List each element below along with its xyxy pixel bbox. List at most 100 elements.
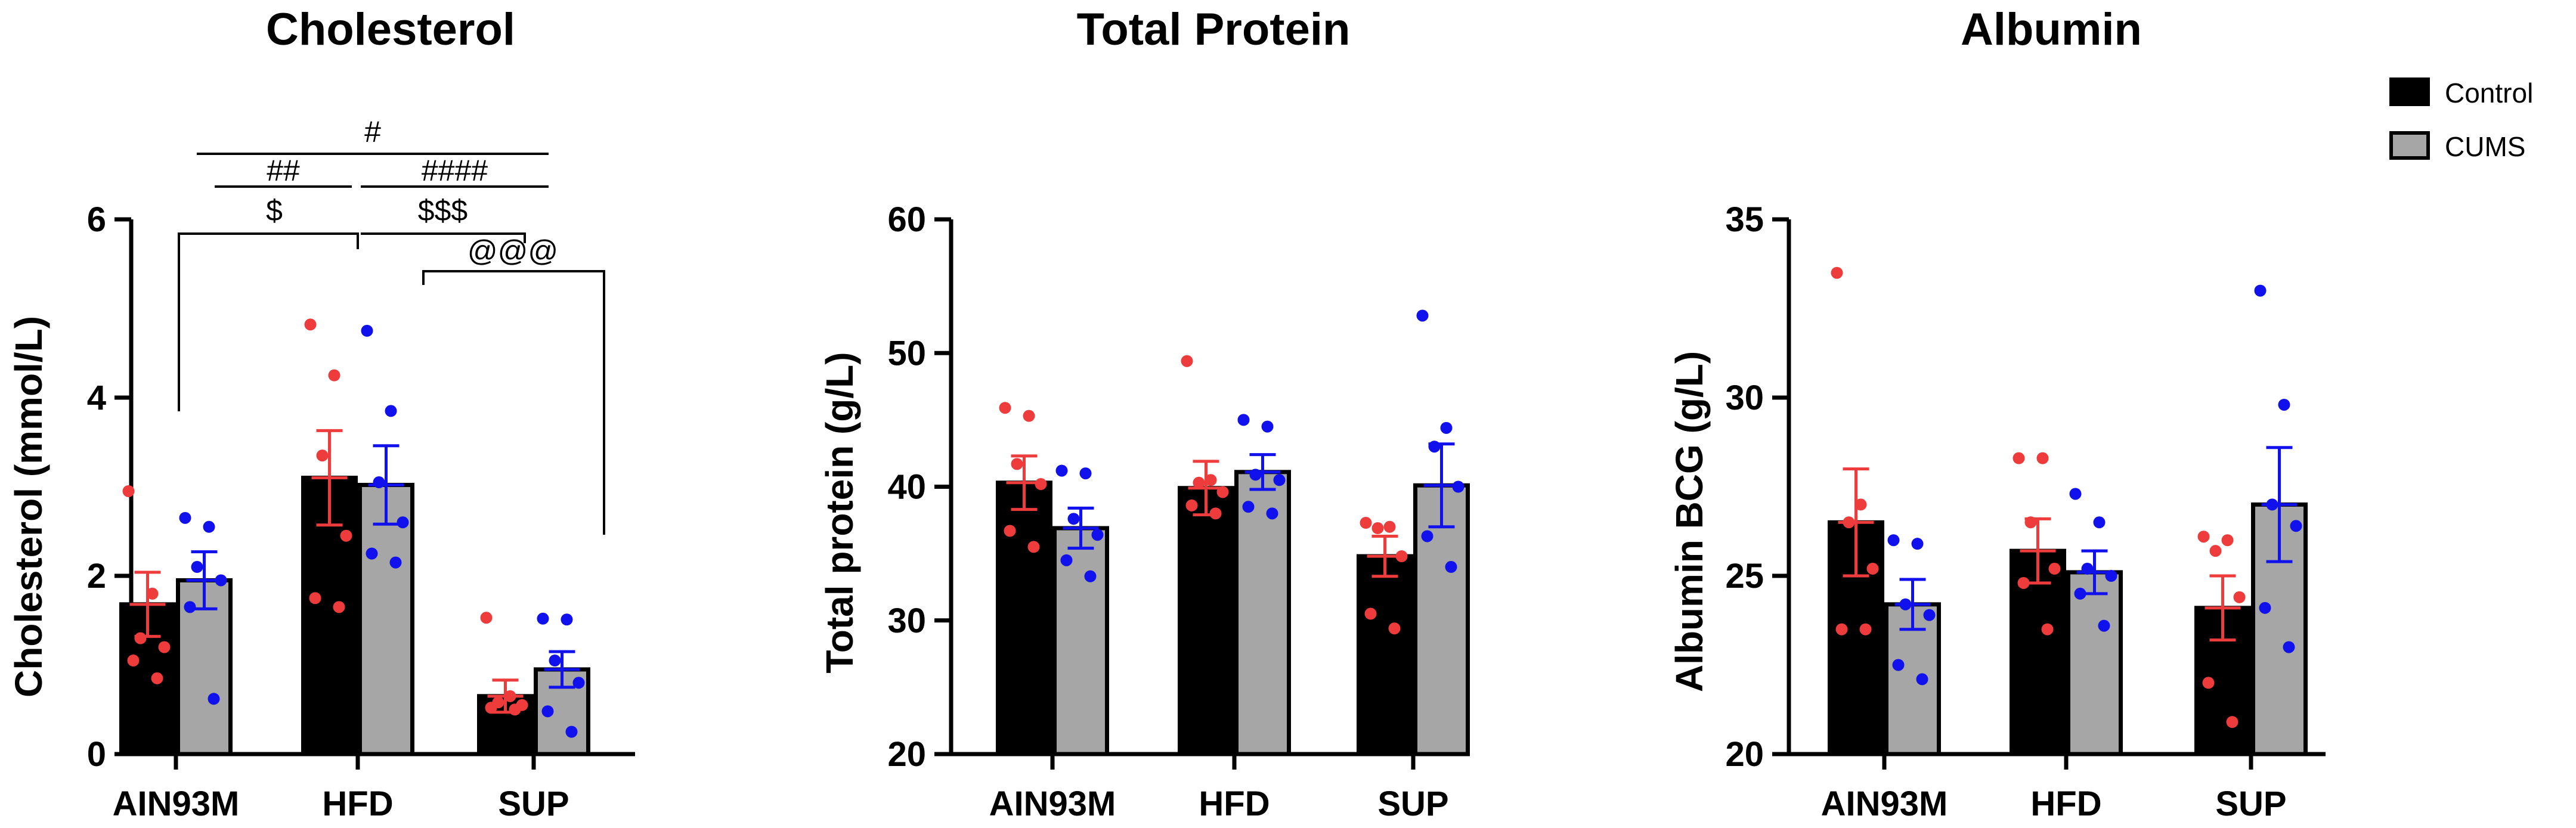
data-point-cums — [1261, 420, 1274, 433]
x-tick-label: AIN93M — [1821, 784, 1948, 823]
data-point-control — [1859, 623, 1872, 635]
data-point-control — [2202, 677, 2215, 689]
bars — [119, 318, 590, 756]
data-point-cums — [2278, 398, 2290, 411]
data-point-cums — [1452, 480, 1465, 493]
bar-cums — [1234, 470, 1291, 756]
data-point-cums — [1916, 673, 1928, 686]
data-point-cums — [561, 613, 573, 626]
data-point-cums — [1079, 467, 1092, 480]
data-point-control — [1205, 474, 1217, 486]
legend-label-cums: CUMS — [2445, 131, 2525, 162]
legend-swatch-control — [2389, 77, 2430, 106]
bar-control — [1357, 554, 1413, 756]
y-tick-label: 6 — [87, 200, 106, 239]
y-tick-label: 35 — [1725, 200, 1764, 239]
data-point-control — [509, 703, 521, 716]
y-tick-label: 0 — [87, 735, 106, 774]
data-point-control — [1011, 458, 1023, 470]
bar-cums — [2066, 570, 2123, 756]
data-point-control — [1364, 607, 1377, 620]
x-tick-label: SUP — [1377, 784, 1448, 823]
y-axis-label: Albumin BCG (g/L) — [1668, 351, 1711, 692]
data-point-control — [2012, 452, 2025, 464]
legend: Control CUMS — [2389, 77, 2533, 162]
data-point-cums — [1060, 554, 1073, 566]
data-point-cums — [2283, 641, 2295, 653]
legend-swatch-cums — [2389, 131, 2430, 160]
chart-title: Cholesterol — [266, 4, 515, 55]
data-point-control — [1835, 623, 1848, 635]
y-tick-label: 2 — [87, 557, 106, 596]
significance-label: $ — [266, 194, 283, 227]
data-point-control — [2226, 716, 2238, 728]
data-point-cums — [1428, 441, 1441, 453]
data-point-cums — [549, 655, 561, 667]
data-point-control — [1360, 517, 1372, 529]
data-point-control — [127, 655, 140, 667]
data-point-control — [158, 641, 171, 653]
x-tick-label: SUP — [2215, 784, 2286, 823]
data-point-cums — [361, 324, 373, 337]
y-tick-label: 40 — [887, 468, 926, 507]
category-labels: AIN93M HFD SUP — [113, 754, 569, 823]
y-tick-label: 60 — [887, 200, 926, 239]
chart-title: Total Protein — [1077, 4, 1351, 55]
data-point-cums — [565, 725, 578, 738]
data-point-control — [485, 702, 497, 714]
significance-brackets: ### ####$ $$$@@@ — [178, 115, 605, 535]
data-point-cums — [1091, 529, 1104, 541]
data-point-cums — [215, 574, 227, 587]
data-point-control — [146, 587, 159, 600]
y-tick-label: 20 — [887, 735, 926, 774]
data-point-cums — [572, 677, 585, 689]
bar-cums — [1413, 483, 1470, 756]
y-axis-label: Cholesterol (mmol/L) — [7, 316, 50, 697]
data-point-cums — [1899, 598, 1912, 610]
y-ticks: 0 2 4 6 — [87, 200, 131, 774]
y-ticks: 20 30 40 50 60 — [887, 200, 951, 774]
significance-bracket — [178, 232, 359, 411]
data-point-control — [1027, 541, 1040, 553]
data-point-control — [1004, 525, 1016, 537]
data-point-control — [1185, 499, 1198, 511]
data-point-control — [504, 690, 516, 702]
data-point-cums — [1911, 538, 1924, 550]
data-point-cums — [1416, 309, 1429, 322]
data-point-cums — [208, 693, 220, 705]
data-point-cums — [1242, 501, 1255, 513]
data-point-cums — [191, 561, 203, 573]
data-point-control — [999, 402, 1011, 414]
category-labels: AIN93M HFD SUP — [989, 754, 1449, 823]
data-point-cums — [389, 556, 402, 569]
x-tick-label: HFD — [1199, 784, 1270, 823]
data-point-control — [2041, 623, 2054, 635]
data-point-control — [1866, 563, 1879, 575]
y-tick-label: 25 — [1725, 557, 1764, 596]
data-point-control — [2048, 563, 2061, 575]
data-point-cums — [1445, 561, 1457, 573]
data-point-control — [304, 318, 317, 331]
data-point-control — [2036, 452, 2049, 464]
significance-label: $$$ — [418, 194, 467, 227]
data-point-cums — [1440, 421, 1453, 434]
chart-title: Albumin — [1961, 4, 2142, 55]
significance-bracket — [370, 232, 526, 243]
panel-albumin: Albumin Albumin BCG (g/L) 20 25 30 35 AIN93… — [1668, 4, 2326, 823]
data-point-control — [134, 632, 147, 644]
data-point-control — [122, 485, 135, 497]
y-tick-label: 20 — [1725, 735, 1764, 774]
data-point-cums — [1084, 570, 1097, 582]
data-point-control — [1023, 410, 1035, 422]
data-point-control — [151, 672, 163, 684]
x-tick-label: SUP — [498, 784, 569, 823]
data-point-control — [1193, 476, 1205, 489]
significance-label: ## — [267, 154, 300, 187]
data-point-cums — [2074, 587, 2086, 600]
data-point-control — [316, 449, 329, 462]
data-point-control — [2233, 591, 2246, 603]
data-point-control — [2209, 545, 2222, 557]
data-point-control — [1831, 266, 1843, 279]
data-point-cums — [2098, 619, 2110, 632]
